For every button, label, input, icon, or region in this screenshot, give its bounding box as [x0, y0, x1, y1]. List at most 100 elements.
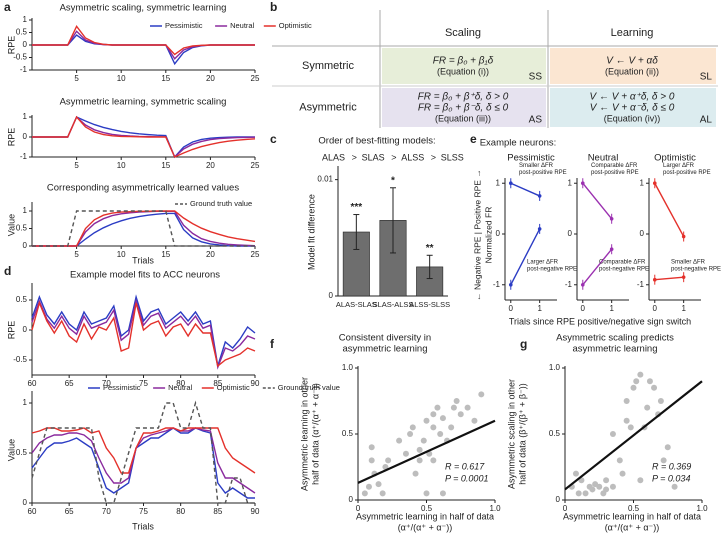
stat: P = 0.0001: [445, 473, 488, 483]
neuron-note: Larger ΔFR: [527, 260, 559, 266]
line-series: [31, 300, 256, 368]
y-axis-label: Normalized FR: [483, 207, 493, 264]
x-tick-label: 75: [139, 507, 148, 516]
model-order: SLAS: [362, 152, 385, 162]
scatter-point: [575, 490, 582, 497]
line-series: [32, 115, 256, 158]
formula: FR = β₀ + β₁δ: [433, 56, 494, 67]
x-tick-label: 1.0: [489, 504, 501, 513]
panel-label: b: [270, 0, 277, 14]
neuron-title: Pessimistic: [507, 153, 555, 164]
model-code: AS: [529, 115, 543, 126]
line-series: [31, 294, 256, 367]
x-tick-label: ALSS-SLSS: [409, 300, 450, 309]
x-tick-label: 90: [251, 379, 260, 388]
y-tick-label: 1.0: [549, 363, 561, 372]
scatter-point: [657, 398, 664, 404]
x-tick-label: 20: [206, 74, 215, 83]
legend-label: Neutral: [230, 21, 255, 30]
x-tick-label: 5: [74, 250, 79, 259]
formula: FR = β₀ + β⁺δ, δ > 0: [418, 92, 509, 103]
scatter-point: [361, 490, 368, 497]
x-tick-label: 5: [74, 161, 79, 170]
scatter-point: [609, 431, 616, 437]
x-tick-label: 10: [117, 74, 126, 83]
scatter-point: [430, 424, 437, 431]
scatter-point: [651, 384, 658, 391]
scatter-point: [420, 437, 427, 444]
scatter-point: [457, 411, 464, 418]
y-tick-label: 1.0: [342, 363, 354, 372]
equation-ref: (Equation (iv)): [604, 113, 661, 123]
scatter-point: [671, 483, 678, 490]
model-order: SLSS: [441, 152, 464, 162]
y-tick-label: 0.5: [16, 224, 28, 233]
chart-title: Asymmetric scaling, symmetric learning: [60, 3, 227, 14]
line-series: [32, 210, 255, 247]
scatter-point: [382, 464, 389, 470]
neuron-line: [582, 248, 613, 286]
x-tick-label: 75: [139, 379, 148, 388]
y-tick-label: 1: [23, 112, 28, 121]
chart-title: Asymmetric learning, symmetric scaling: [60, 97, 227, 108]
y-tick-label: 0: [329, 291, 334, 300]
line-series: [32, 24, 255, 56]
row-header: Asymmetric: [299, 101, 357, 113]
y-axis-label: Value: [6, 439, 16, 461]
x-tick-label: 25: [251, 161, 260, 170]
table-cell: [550, 88, 716, 127]
scatter-point: [453, 398, 460, 404]
table-cell: [382, 88, 546, 127]
x-tick-label: 1: [537, 304, 542, 313]
scatter-point: [644, 404, 651, 411]
significance: **: [426, 243, 434, 254]
scatter-point: [637, 477, 644, 484]
x-tick-label: 0: [356, 504, 361, 513]
panel-label: c: [270, 132, 277, 146]
scatter-point: [437, 431, 444, 437]
y-tick-label: 1: [568, 178, 573, 187]
scatter-point: [596, 483, 603, 490]
x-tick-label: 20: [206, 161, 215, 170]
neuron-line: [510, 228, 541, 286]
scatter-point: [627, 424, 634, 431]
scatter-point: [630, 384, 637, 391]
x-axis-label: (α⁺/(α⁺ + α⁻)): [398, 522, 453, 532]
scatter-point: [637, 371, 644, 378]
scatter-point: [589, 486, 596, 493]
scatter-point: [412, 470, 419, 477]
neuron-line: [654, 276, 684, 281]
y-tick-label: -0.5: [13, 355, 27, 364]
x-tick-label: 0: [653, 304, 658, 313]
fit-line: [564, 380, 703, 491]
neuron-line: [582, 182, 613, 220]
y-tick-label: -1: [637, 280, 645, 289]
row-header: Symmetric: [302, 60, 354, 72]
y-axis-label: ← Negative RPE | Positive RPE →: [472, 169, 482, 301]
scatter-point: [396, 437, 403, 444]
y-tick-label: 0: [23, 241, 28, 250]
x-tick-label: ALAS-SLAS: [336, 300, 377, 309]
x-tick-label: 80: [176, 379, 185, 388]
legend-label: Ground truth value: [190, 199, 252, 208]
y-tick-label: 0.5: [16, 448, 28, 457]
x-tick-label: 0: [581, 304, 586, 313]
y-axis-label: RPE: [6, 128, 16, 147]
scatter-point: [368, 444, 375, 451]
neuron-note: post-positive RPE: [519, 170, 567, 176]
x-tick-label: 80: [176, 507, 185, 516]
y-tick-label: 0: [23, 325, 28, 334]
neuron-note: post-positive RPE: [591, 170, 639, 176]
neuron-note: post-negative RPE: [671, 267, 721, 273]
fit-line: [357, 419, 496, 484]
x-axis-label: Asymmetric learning in half of data: [356, 511, 494, 521]
legend-label: Optimistic: [279, 21, 312, 30]
equation-ref: (Equation (iii)): [435, 113, 491, 123]
y-tick-label: 0.5: [342, 429, 354, 438]
stat: R = 0.369: [652, 461, 691, 471]
chart-title: Example model fits to ACC neurons: [70, 270, 220, 281]
neuron-title: Neutral: [588, 153, 619, 164]
x-tick-label: 65: [65, 507, 74, 516]
scatter-point: [450, 404, 457, 411]
